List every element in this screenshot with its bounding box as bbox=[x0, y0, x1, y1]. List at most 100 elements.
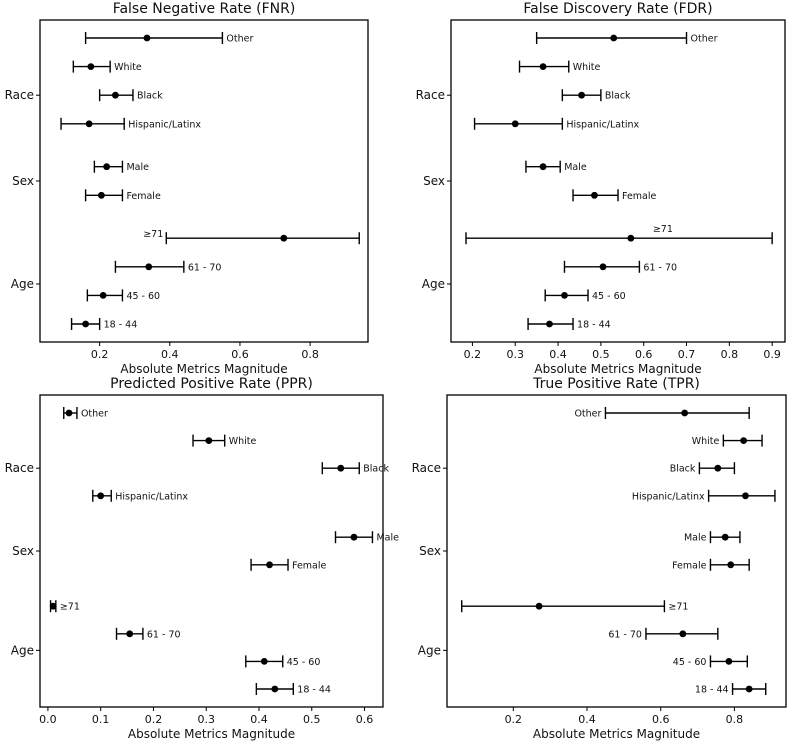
point-label: ≥71 bbox=[668, 602, 688, 613]
x-tick-label: 0.8 bbox=[721, 348, 739, 361]
x-tick-label: 0.2 bbox=[91, 348, 109, 361]
point-label: 45 - 60 bbox=[592, 291, 626, 302]
y-group-label: Age bbox=[422, 277, 445, 291]
x-tick-label: 0.1 bbox=[92, 713, 110, 726]
data-point bbox=[591, 191, 598, 199]
point-label: Black bbox=[605, 91, 631, 102]
point-label: Female bbox=[622, 191, 657, 202]
y-group-label: Sex bbox=[12, 544, 34, 558]
data-point bbox=[610, 34, 618, 42]
data-point bbox=[725, 658, 733, 665]
point-label: Black bbox=[363, 464, 389, 475]
point-label: Black bbox=[670, 464, 696, 475]
x-axis-label: Absolute Metrics Magnitude bbox=[128, 727, 295, 741]
data-point bbox=[561, 292, 568, 299]
point-label: 18 - 44 bbox=[104, 320, 138, 331]
x-tick-label: 0.6 bbox=[652, 713, 670, 726]
data-point bbox=[266, 561, 273, 569]
data-point bbox=[103, 163, 111, 171]
x-axis-label: Absolute Metrics Magnitude bbox=[120, 362, 287, 376]
point-label: White bbox=[573, 62, 601, 73]
data-point bbox=[97, 191, 105, 199]
x-tick-label: 0.4 bbox=[578, 713, 596, 726]
data-point bbox=[85, 120, 93, 128]
data-point bbox=[740, 437, 748, 444]
x-axis-label: Absolute Metrics Magnitude bbox=[533, 727, 700, 741]
point-label: White bbox=[229, 436, 257, 447]
data-point bbox=[535, 602, 543, 610]
data-point bbox=[65, 409, 73, 417]
y-group-label: Sex bbox=[419, 544, 441, 558]
point-label: ≥71 bbox=[653, 224, 673, 235]
point-label: Female bbox=[292, 560, 327, 571]
x-tick-label: 0.5 bbox=[303, 713, 321, 726]
y-group-label: Sex bbox=[12, 174, 34, 188]
x-axis-label: Absolute Metrics Magnitude bbox=[534, 362, 701, 376]
point-label: 18 - 44 bbox=[297, 685, 331, 696]
point-label: Other bbox=[691, 34, 718, 45]
point-label: 45 - 60 bbox=[126, 291, 160, 302]
point-label: Male bbox=[376, 533, 399, 544]
panel-2: Predicted Positive Rate (PPR) 0.0 0.1 0.2 0.… bbox=[5, 376, 400, 741]
data-point bbox=[679, 630, 687, 638]
point-label: Male bbox=[564, 162, 587, 173]
point-label: 61 - 70 bbox=[608, 629, 642, 640]
point-label: Black bbox=[137, 91, 163, 102]
point-label: ≥71 bbox=[143, 229, 163, 240]
x-tick-label: 0.4 bbox=[161, 348, 179, 361]
y-group-label: Race bbox=[5, 461, 34, 475]
point-label: Other bbox=[226, 34, 253, 45]
x-tick-label: 0.8 bbox=[301, 348, 319, 361]
data-point bbox=[539, 163, 547, 171]
chart-title: True Positive Rate (TPR) bbox=[532, 376, 700, 392]
point-label: 18 - 44 bbox=[695, 685, 729, 696]
data-point bbox=[205, 437, 213, 444]
y-group-label: Race bbox=[412, 461, 441, 475]
x-tick-label: 0.3 bbox=[506, 348, 524, 361]
x-tick-label: 0.6 bbox=[356, 713, 374, 726]
x-tick-label: 0.4 bbox=[549, 348, 567, 361]
data-point bbox=[49, 602, 57, 610]
data-point bbox=[260, 658, 268, 665]
y-group-label: Age bbox=[11, 277, 34, 291]
point-label: 45 - 60 bbox=[287, 657, 321, 668]
point-label: 45 - 60 bbox=[673, 657, 707, 668]
x-tick-label: 0.7 bbox=[678, 348, 696, 361]
data-point bbox=[745, 685, 753, 693]
point-label: Hispanic/Latinx bbox=[632, 491, 705, 502]
data-point bbox=[511, 120, 519, 128]
point-label: White bbox=[114, 62, 142, 73]
data-point bbox=[539, 63, 547, 70]
point-label: 61 - 70 bbox=[643, 262, 677, 273]
point-label: White bbox=[692, 436, 720, 447]
x-tick-label: 0.2 bbox=[464, 348, 482, 361]
point-label: ≥71 bbox=[60, 602, 80, 613]
point-label: Other bbox=[81, 409, 108, 420]
data-point bbox=[271, 685, 279, 693]
y-group-label: Race bbox=[5, 88, 34, 102]
data-point bbox=[82, 320, 90, 328]
x-tick-label: 0.0 bbox=[39, 713, 57, 726]
data-point bbox=[742, 492, 749, 500]
chart-title: Predicted Positive Rate (PPR) bbox=[110, 376, 313, 392]
data-point bbox=[721, 533, 729, 541]
point-label: Hispanic/Latinx bbox=[566, 119, 639, 130]
y-group-label: Sex bbox=[423, 174, 445, 188]
point-label: Female bbox=[672, 560, 707, 571]
point-label: Hispanic/Latinx bbox=[115, 491, 188, 502]
chart-title: False Discovery Rate (FDR) bbox=[523, 1, 712, 17]
y-group-label: Age bbox=[418, 643, 441, 657]
x-tick-label: 0.5 bbox=[592, 348, 610, 361]
data-point bbox=[627, 234, 635, 242]
point-label: 61 - 70 bbox=[188, 262, 222, 273]
data-point bbox=[126, 630, 134, 638]
panel-0: False Negative Rate (FNR) 0.2 0.4 0.6 0.8 Abs… bbox=[5, 1, 369, 376]
x-tick-label: 0.4 bbox=[250, 713, 268, 726]
data-point bbox=[97, 492, 105, 500]
x-tick-label: 0.6 bbox=[231, 348, 249, 361]
x-tick-label: 0.2 bbox=[145, 713, 163, 726]
x-tick-label: 0.8 bbox=[726, 713, 744, 726]
data-point bbox=[546, 320, 553, 328]
y-group-label: Race bbox=[416, 88, 445, 102]
